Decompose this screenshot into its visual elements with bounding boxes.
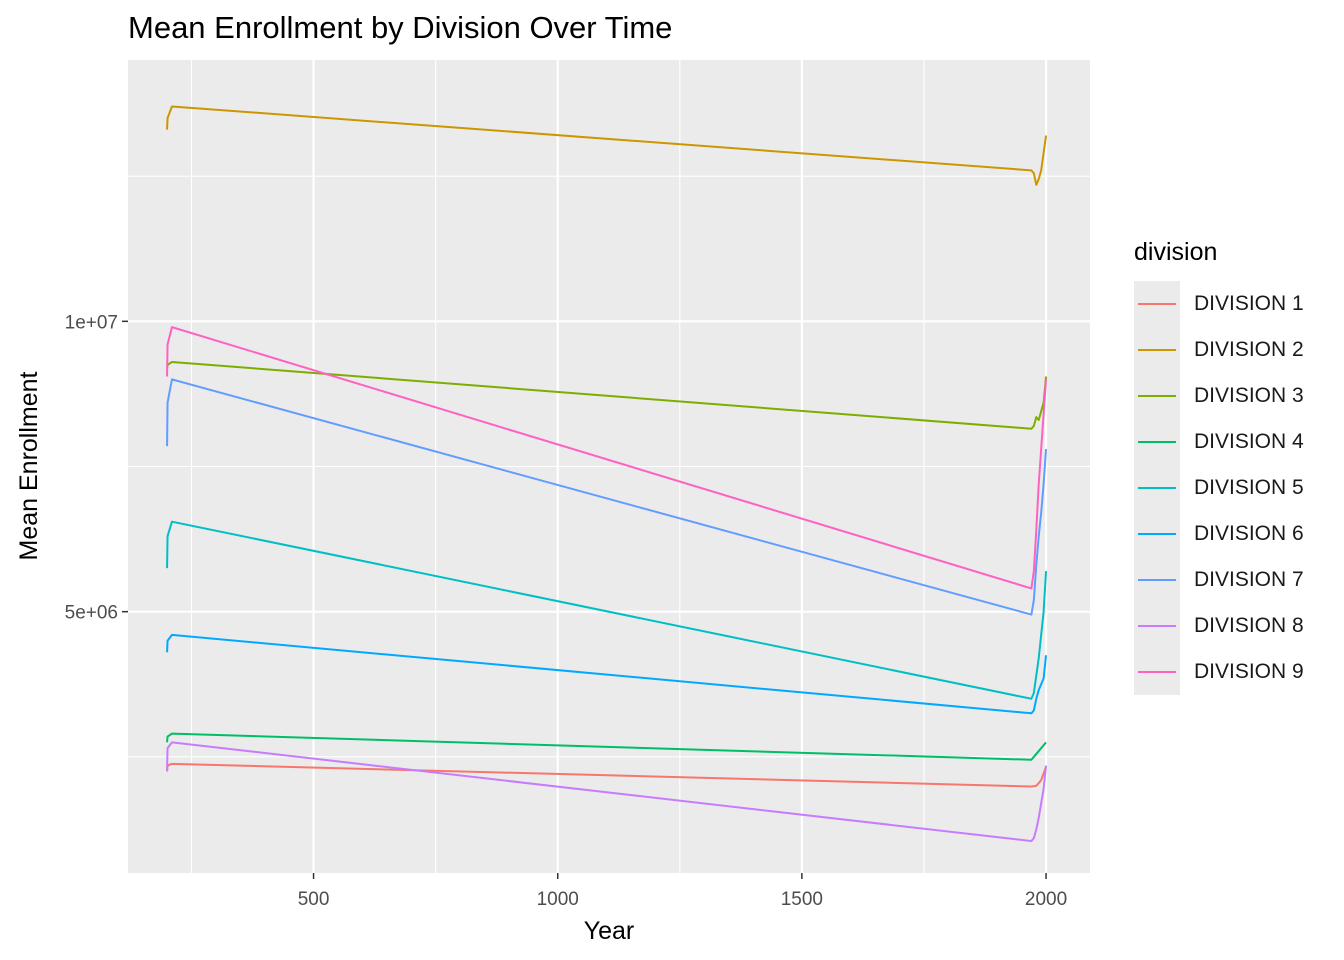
legend-key [1134, 373, 1180, 419]
x-tick-label: 500 [298, 889, 330, 910]
legend-label: DIVISION 7 [1194, 568, 1304, 591]
legend-key [1134, 603, 1180, 649]
legend-label: DIVISION 6 [1194, 522, 1304, 545]
y-axis: 5e+06 1e+07 [65, 312, 128, 624]
legend-key-line [1138, 487, 1176, 489]
legend-key [1134, 419, 1180, 465]
legend-item-division-2: DIVISION 2 [1134, 327, 1304, 373]
legend-key-line [1138, 579, 1176, 581]
legend-label: DIVISION 8 [1194, 614, 1304, 637]
legend-item-division-9: DIVISION 9 [1134, 649, 1304, 695]
legend-key [1134, 327, 1180, 373]
legend-key-line [1138, 625, 1176, 627]
legend-label: DIVISION 5 [1194, 476, 1304, 499]
chart-title: Mean Enrollment by Division Over Time [128, 10, 673, 45]
series-lines [166, 105, 1048, 843]
legend-key-line [1138, 441, 1176, 443]
legend-item-division-6: DIVISION 6 [1134, 511, 1304, 557]
legend-item-division-7: DIVISION 7 [1134, 557, 1304, 603]
series-line-division-9 [166, 326, 1048, 590]
legend-item-division-4: DIVISION 4 [1134, 419, 1304, 465]
series-line-division-3 [166, 360, 1048, 430]
legend-item-division-5: DIVISION 5 [1134, 465, 1304, 511]
legend-label: DIVISION 2 [1194, 338, 1304, 361]
legend-key-line [1138, 671, 1176, 673]
legend-key-line [1138, 303, 1176, 305]
legend-key-line [1138, 533, 1176, 535]
legend-key [1134, 649, 1180, 695]
legend-label: DIVISION 1 [1194, 292, 1304, 315]
legend-label: DIVISION 9 [1194, 660, 1304, 683]
y-tick-label: 1e+07 [65, 312, 118, 333]
series-line-division-5 [166, 520, 1048, 700]
minor-gridlines [128, 60, 1090, 873]
series-line-division-4 [166, 732, 1047, 761]
x-tick-label: 1500 [781, 889, 823, 910]
legend-key [1134, 557, 1180, 603]
x-axis: 500 1000 1500 2000 [298, 873, 1067, 910]
x-tick-label: 2000 [1025, 889, 1067, 910]
x-axis-label: Year [584, 917, 635, 945]
x-tick-label: 1000 [537, 889, 579, 910]
legend-key [1134, 511, 1180, 557]
y-tick-label: 5e+06 [65, 603, 118, 624]
series-line-division-8 [166, 741, 1048, 843]
legend-label: DIVISION 4 [1194, 430, 1304, 453]
legend-title: division [1134, 238, 1218, 266]
legend-key [1134, 465, 1180, 511]
legend-items: DIVISION 1 DIVISION 2 DIVISION 3 DIVISION 4… [1134, 281, 1304, 695]
series-line-division-7 [166, 378, 1048, 616]
series-line-division-6 [166, 633, 1048, 715]
legend-label: DIVISION 3 [1194, 384, 1304, 407]
legend-item-division-3: DIVISION 3 [1134, 373, 1304, 419]
legend-key [1134, 281, 1180, 327]
y-axis-label: Mean Enrollment [15, 371, 43, 560]
series-line-division-2 [166, 105, 1048, 186]
legend-key-line [1138, 395, 1176, 397]
legend-item-division-1: DIVISION 1 [1134, 281, 1304, 327]
legend-item-division-8: DIVISION 8 [1134, 603, 1304, 649]
legend-key-line [1138, 349, 1176, 351]
